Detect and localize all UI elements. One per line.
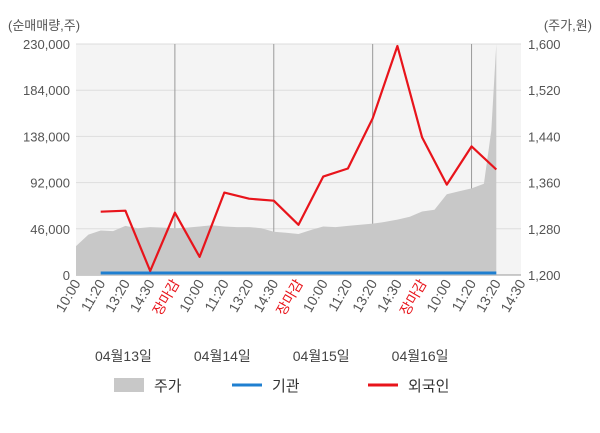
left-tick-label: 184,000	[23, 83, 70, 98]
right-tick-label: 1,200	[528, 268, 561, 283]
left-tick-label: 46,000	[30, 222, 70, 237]
x-tick-label: 10:00	[176, 276, 207, 315]
left-axis: 230,000 184,000 138,000 92,000 46,000 0	[23, 37, 70, 283]
right-tick-label: 1,520	[528, 83, 561, 98]
left-tick-label: 138,000	[23, 129, 70, 144]
right-tick-label: 1,280	[528, 222, 561, 237]
legend-label: 주가	[154, 378, 182, 395]
legend-label: 기관	[272, 378, 300, 395]
left-tick-label: 0	[63, 268, 70, 283]
x-axis: 10:0011:2013:2014:30장마감10:0011:2013:2014…	[52, 276, 528, 318]
right-tick-label: 1,440	[528, 129, 561, 144]
right-tick-label: 1,360	[528, 176, 561, 191]
legend-label: 외국인	[408, 378, 449, 395]
right-axis: 1,600 1,520 1,440 1,360 1,280 1,200	[528, 37, 561, 283]
right-tick-label: 1,600	[528, 37, 561, 52]
price-area	[76, 44, 497, 275]
right-axis-label: (주가,원)	[544, 18, 592, 33]
left-tick-label: 230,000	[23, 37, 70, 52]
date-label: 04월13일	[95, 348, 152, 364]
date-label: 04월14일	[194, 348, 251, 364]
x-tick-label: 10:00	[52, 276, 83, 315]
x-tick-label: 14:30	[497, 276, 528, 315]
x-tick-label: 10:00	[423, 276, 454, 315]
price-area-group	[76, 44, 497, 275]
date-label: 04월15일	[293, 348, 350, 364]
x-tick-label: 10:00	[299, 276, 330, 315]
series-line-foreign	[100, 44, 498, 273]
left-axis-label: (순매매량,주)	[8, 18, 80, 33]
date-label: 04월16일	[392, 348, 449, 364]
legend-swatch-price	[114, 378, 144, 392]
date-labels: 04월13일 04월14일 04월15일 04월16일	[95, 348, 449, 364]
legend: 주가 기관 외국인	[114, 378, 449, 395]
series-lines	[100, 44, 498, 275]
left-tick-label: 92,000	[30, 176, 70, 191]
